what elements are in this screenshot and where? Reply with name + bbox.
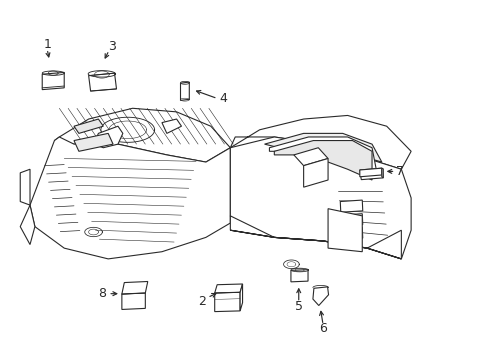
Polygon shape (340, 214, 363, 226)
Polygon shape (162, 119, 181, 134)
Polygon shape (294, 148, 328, 166)
Text: 8: 8 (98, 287, 106, 300)
Polygon shape (54, 108, 230, 162)
Polygon shape (30, 137, 230, 259)
Polygon shape (42, 72, 64, 90)
Text: 1: 1 (43, 38, 51, 51)
Polygon shape (274, 140, 372, 180)
Polygon shape (94, 126, 123, 148)
Polygon shape (240, 284, 243, 311)
Text: 5: 5 (295, 300, 303, 313)
Polygon shape (122, 282, 148, 294)
Polygon shape (20, 169, 30, 205)
Polygon shape (230, 137, 411, 259)
Polygon shape (215, 284, 243, 293)
Polygon shape (265, 134, 382, 162)
Polygon shape (291, 270, 308, 282)
Polygon shape (230, 216, 401, 259)
Polygon shape (215, 292, 240, 312)
Polygon shape (74, 119, 103, 134)
Polygon shape (89, 73, 117, 91)
Polygon shape (360, 168, 383, 180)
Polygon shape (122, 293, 146, 310)
Text: 3: 3 (108, 40, 116, 53)
Polygon shape (20, 205, 35, 244)
Polygon shape (230, 230, 401, 259)
Polygon shape (313, 287, 329, 306)
Polygon shape (328, 209, 362, 252)
Polygon shape (270, 137, 377, 173)
Polygon shape (360, 168, 382, 177)
Polygon shape (230, 116, 411, 169)
Polygon shape (340, 227, 363, 239)
Text: 7: 7 (396, 165, 404, 178)
Text: 4: 4 (220, 92, 227, 105)
Polygon shape (180, 82, 189, 100)
Polygon shape (340, 200, 363, 212)
Text: 6: 6 (319, 322, 327, 335)
Polygon shape (304, 158, 328, 187)
Text: 2: 2 (198, 295, 206, 308)
Polygon shape (74, 134, 113, 151)
Polygon shape (382, 168, 383, 178)
